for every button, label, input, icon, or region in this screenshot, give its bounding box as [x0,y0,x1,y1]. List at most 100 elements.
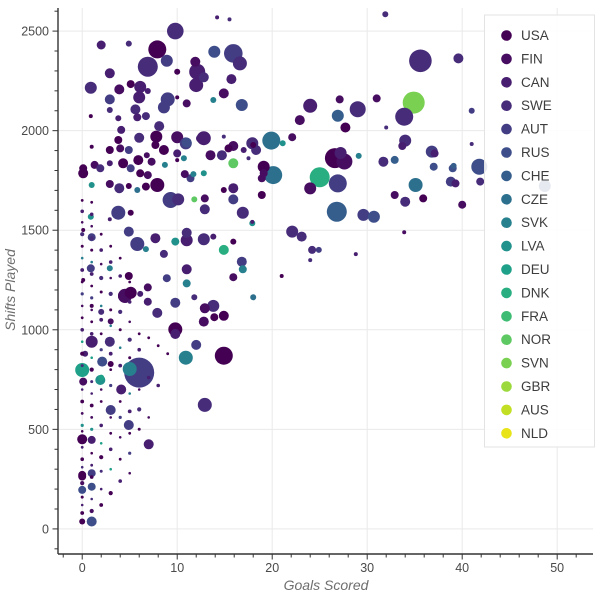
data-point[interactable] [89,508,94,514]
data-point[interactable] [86,516,97,527]
data-point[interactable] [118,415,122,419]
data-point[interactable] [80,457,84,462]
data-point[interactable] [118,309,123,314]
data-point[interactable] [99,304,103,308]
data-point[interactable] [115,115,122,122]
data-point[interactable] [80,445,84,449]
data-point[interactable] [99,248,103,252]
data-point[interactable] [80,328,84,332]
data-point[interactable] [218,244,229,255]
data-point[interactable] [408,178,423,192]
data-point[interactable] [134,80,147,93]
data-point[interactable] [80,511,85,515]
data-point[interactable] [99,455,104,460]
data-point[interactable] [80,503,84,507]
data-point[interactable] [107,361,114,367]
data-point[interactable] [200,194,209,203]
data-point[interactable] [90,248,94,252]
data-point[interactable] [128,280,132,284]
data-point[interactable] [99,262,103,266]
data-point[interactable] [80,304,84,308]
legend-item[interactable]: SWE [501,98,552,113]
data-point[interactable] [108,491,113,496]
data-point[interactable] [130,104,141,115]
data-point[interactable] [123,420,134,430]
data-point[interactable] [80,481,85,486]
data-point[interactable] [236,256,247,267]
data-point[interactable] [99,442,103,445]
data-point[interactable] [296,231,307,242]
data-point[interactable] [107,217,112,222]
data-point[interactable] [104,336,115,347]
data-point[interactable] [279,140,286,147]
data-point[interactable] [326,201,347,222]
data-point[interactable] [109,467,112,471]
data-point[interactable] [80,316,84,320]
data-point[interactable] [79,377,88,386]
data-point[interactable] [99,400,103,403]
data-point[interactable] [308,258,313,263]
data-point[interactable] [80,388,84,391]
data-point[interactable] [90,416,94,419]
data-point[interactable] [142,246,149,253]
data-point[interactable] [126,164,135,173]
data-point[interactable] [96,164,105,173]
legend-item[interactable]: FRA [501,309,548,324]
data-point[interactable] [99,232,103,236]
data-point[interactable] [191,294,198,301]
data-point[interactable] [133,155,144,166]
data-point[interactable] [189,78,204,93]
data-point[interactable] [150,178,165,192]
data-point[interactable] [114,84,125,95]
data-point[interactable] [99,388,103,391]
data-point[interactable] [353,252,358,257]
data-point[interactable] [191,196,198,203]
data-point[interactable] [88,182,95,188]
data-point[interactable] [80,268,85,272]
data-point[interactable] [89,367,94,372]
data-point[interactable] [130,237,145,251]
data-point[interactable] [124,146,133,154]
data-point[interactable] [109,276,112,280]
data-point[interactable] [137,427,141,431]
data-point[interactable] [400,196,411,207]
data-point[interactable] [80,423,84,427]
data-point[interactable] [79,518,86,525]
data-point[interactable] [238,265,247,274]
data-point[interactable] [107,318,114,325]
data-point[interactable] [398,142,407,150]
data-point[interactable] [99,332,103,336]
legend-item[interactable]: LVA [501,239,545,254]
data-point[interactable] [286,225,299,238]
data-point[interactable] [87,482,96,491]
data-point[interactable] [199,204,210,215]
data-point[interactable] [75,363,90,377]
data-point[interactable] [218,88,229,99]
data-point[interactable] [250,294,257,301]
data-point[interactable] [355,152,362,159]
data-point[interactable] [257,160,270,173]
data-point[interactable] [196,134,204,143]
data-point[interactable] [170,329,181,339]
data-point[interactable] [99,487,103,491]
data-point[interactable] [308,245,317,254]
data-point[interactable] [118,436,122,439]
data-point[interactable] [331,109,344,122]
data-point[interactable] [199,303,210,314]
data-point[interactable] [114,183,125,194]
data-point[interactable] [235,99,248,111]
data-point[interactable] [109,368,113,371]
data-point[interactable] [198,316,209,327]
data-point[interactable] [226,74,237,85]
data-point[interactable] [128,451,132,455]
data-point[interactable] [468,107,475,114]
data-point[interactable] [116,384,127,395]
data-point[interactable] [128,392,131,395]
data-point[interactable] [367,210,380,223]
data-point[interactable] [357,208,370,221]
data-point[interactable] [109,431,113,435]
data-point[interactable] [89,303,94,308]
data-point[interactable] [89,272,94,276]
data-point[interactable] [156,383,160,388]
data-point[interactable] [172,193,185,206]
